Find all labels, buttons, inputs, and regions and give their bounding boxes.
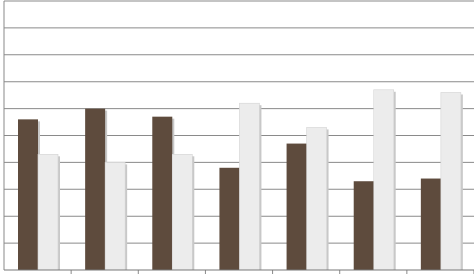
bar	[306, 127, 327, 271]
bar	[152, 116, 173, 270]
bar	[239, 102, 260, 271]
bar	[37, 154, 59, 271]
bar	[373, 89, 395, 271]
bar	[171, 154, 193, 271]
bar	[440, 92, 462, 271]
bar	[85, 108, 106, 270]
bar	[353, 181, 374, 270]
bar	[219, 167, 240, 270]
bar	[420, 178, 441, 270]
bar	[286, 143, 307, 270]
bar	[104, 162, 126, 271]
bar	[18, 119, 38, 270]
